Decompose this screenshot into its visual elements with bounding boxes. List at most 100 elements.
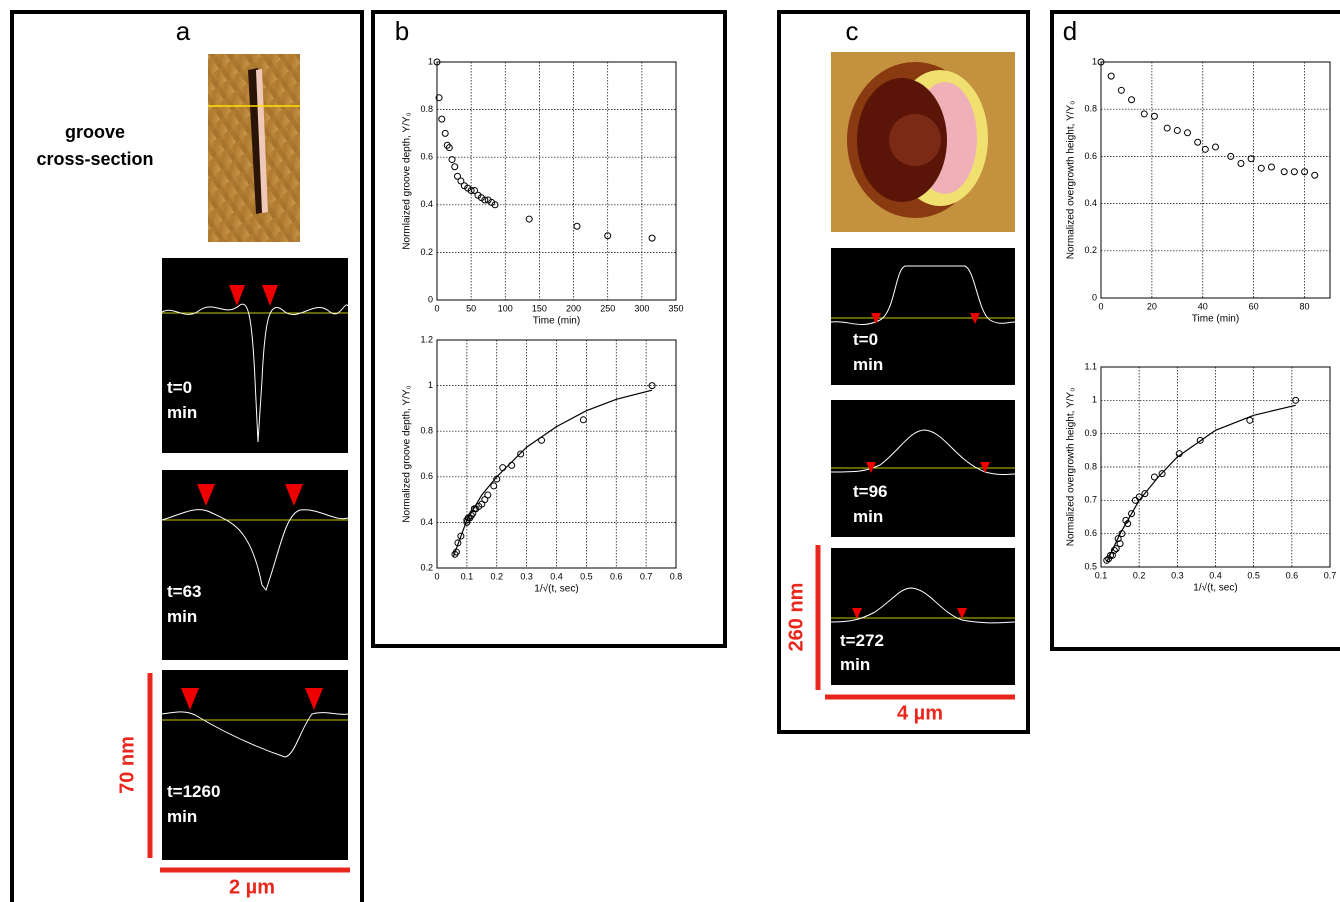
y-tick-label: 1.1	[1084, 361, 1097, 371]
profile: t=63 min	[162, 470, 348, 660]
scale-label: 70 nm	[116, 736, 138, 794]
x-tick-label: 0.3	[520, 571, 533, 581]
point	[1291, 169, 1297, 175]
profile-unit: min	[853, 355, 883, 374]
y-tick-label: 0.4	[1084, 198, 1097, 208]
point	[526, 216, 532, 222]
y-tick-label: 0.2	[420, 562, 433, 572]
y-axis-label: Normalized overgrowth height, Y/Y₀	[1066, 101, 1077, 260]
y-tick-label: 0.6	[1084, 528, 1097, 538]
profile: t=1260 min	[162, 670, 348, 860]
point	[1238, 160, 1244, 166]
point	[574, 223, 580, 229]
profile: t=96 min	[831, 400, 1015, 537]
x-tick-label: 100	[498, 303, 513, 313]
point	[1312, 172, 1318, 178]
x-tick-label: 20	[1147, 301, 1157, 311]
profile-time: t=0	[167, 378, 192, 397]
point	[1202, 146, 1208, 152]
y-tick-label: 0.4	[420, 199, 433, 209]
profile-unit: min	[167, 807, 197, 826]
afm-image	[208, 54, 300, 242]
y-tick-label: 0.9	[1084, 428, 1097, 438]
profile: t=0 min	[831, 248, 1015, 385]
x-tick-label: 250	[600, 303, 615, 313]
y-tick-label: 0.2	[420, 247, 433, 257]
x-tick-label: 0.1	[461, 571, 474, 581]
plot-frame	[1101, 62, 1330, 298]
panel-label: c	[846, 16, 859, 46]
y-tick-label: 1	[428, 56, 433, 66]
x-tick-label: 60	[1249, 301, 1259, 311]
x-tick-label: 350	[668, 303, 683, 313]
panel-label: d	[1063, 16, 1077, 46]
afm-image	[831, 52, 1015, 232]
y-tick-label: 1	[1092, 395, 1097, 405]
profile-time: t=96	[853, 482, 888, 501]
x-tick-label: 150	[532, 303, 547, 313]
point	[1268, 164, 1274, 170]
y-tick-label: 0.8	[420, 104, 433, 114]
x-tick-label: 50	[466, 303, 476, 313]
x-tick-label: 0.7	[1324, 570, 1337, 580]
point	[580, 417, 586, 423]
x-tick-label: 0.5	[1247, 570, 1260, 580]
point	[1281, 169, 1287, 175]
profile: t=0 min	[162, 258, 348, 453]
point	[439, 116, 445, 122]
profile-unit: min	[853, 507, 883, 526]
caption: groove	[65, 122, 125, 142]
y-tick-label: 0.7	[1084, 495, 1097, 505]
x-tick-label: 0.4	[1209, 570, 1222, 580]
profile-time: t=63	[167, 582, 202, 601]
point	[1108, 73, 1114, 79]
point	[442, 130, 448, 136]
profile-time: t=0	[853, 330, 878, 349]
x-tick-label: 0	[434, 303, 439, 313]
y-tick-label: 1	[428, 380, 433, 390]
y-axis-label: Normalized overgrowth height, Y/Y₀	[1066, 388, 1077, 547]
y-tick-label: 0.4	[420, 517, 433, 527]
x-tick-label: 0.6	[1286, 570, 1299, 580]
point	[500, 465, 506, 471]
y-tick-label: 0.2	[1084, 245, 1097, 255]
x-tick-label: 0.2	[1133, 570, 1146, 580]
point	[1195, 139, 1201, 145]
y-axis-label: Normalized groove depth, Y/Y₀	[402, 385, 413, 522]
y-tick-label: 1.2	[420, 334, 433, 344]
scale-label: 260 nm	[785, 583, 807, 652]
point	[1174, 127, 1180, 133]
caption: cross-section	[36, 149, 153, 169]
point	[1141, 111, 1147, 117]
scale-label: 4 µm	[897, 702, 943, 724]
y-tick-label: 1	[1092, 56, 1097, 66]
point	[649, 235, 655, 241]
panel-label: b	[395, 16, 409, 46]
profile: t=272 min	[831, 548, 1015, 685]
x-tick-label: 0.1	[1095, 570, 1108, 580]
x-tick-label: 0.7	[640, 571, 653, 581]
y-tick-label: 0.5	[1084, 561, 1097, 571]
fit-line	[453, 390, 652, 556]
point	[1164, 125, 1170, 131]
plot-frame	[437, 62, 676, 300]
profile-unit: min	[167, 607, 197, 626]
x-axis-label: Time (min)	[1192, 314, 1239, 325]
y-tick-label: 0	[1092, 292, 1097, 302]
y-tick-label: 0.6	[1084, 151, 1097, 161]
x-tick-label: 0	[1098, 301, 1103, 311]
profile-time: t=272	[840, 631, 884, 650]
point	[452, 164, 458, 170]
x-tick-label: 40	[1198, 301, 1208, 311]
fit-line	[1107, 405, 1296, 562]
y-axis-label: Normlaized groove depth, Y/Y₀	[402, 112, 413, 249]
scale-label: 2 µm	[229, 876, 275, 898]
y-tick-label: 0.6	[420, 471, 433, 481]
x-tick-label: 0.6	[610, 571, 623, 581]
point	[1151, 113, 1157, 119]
point	[1129, 97, 1135, 103]
x-axis-label: Time (min)	[533, 316, 580, 327]
profile-unit: min	[840, 655, 870, 674]
point	[1118, 87, 1124, 93]
point	[518, 451, 524, 457]
